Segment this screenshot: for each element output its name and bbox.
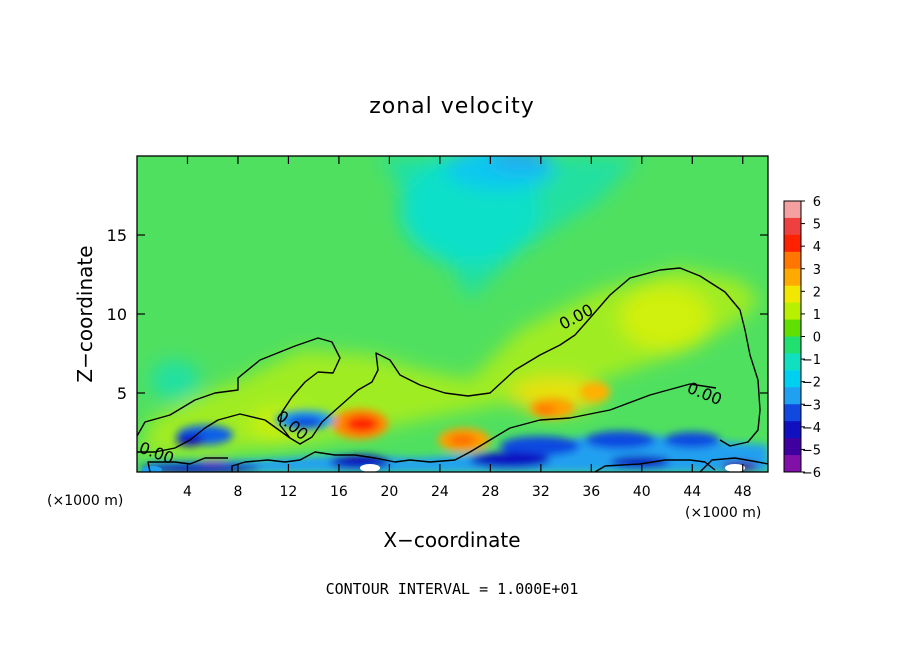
velocity-field (137, 156, 768, 472)
x-unit-right: (×1000 m) (685, 505, 761, 521)
x-tick-label: 8 (233, 484, 242, 500)
colorbar-tick-label: 2 (813, 285, 821, 300)
x-axis-ticks: 4 8 12 16 20 24 28 32 36 40 44 48 (183, 156, 752, 500)
colorbar-swatch (784, 285, 801, 304)
colorbar-swatch (784, 438, 801, 456)
chart-title: zonal velocity (369, 94, 535, 119)
y-axis-ticks: 5 10 15 (107, 226, 768, 403)
colorbar-tick-label: 4 (813, 240, 821, 255)
contour-interval-note: CONTOUR INTERVAL = 1.000E+01 (326, 580, 579, 598)
colorbar-swatch (784, 455, 801, 473)
colorbar-tick-label: −3 (802, 398, 821, 413)
colorbar-tick-label: −6 (802, 466, 821, 481)
x-tick-label: 4 (183, 484, 192, 500)
colorbar-tick-label: −4 (802, 421, 821, 436)
zero-contour-lines (137, 267, 768, 472)
colorbar-swatch (784, 404, 801, 422)
colorbar-tick-label: 3 (813, 263, 821, 278)
x-tick-label: 32 (532, 484, 550, 500)
colorbar-swatch (784, 217, 801, 236)
colorbar-swatch (784, 370, 801, 388)
x-tick-label: 44 (683, 484, 701, 500)
colorbar-tick-label: 1 (813, 308, 821, 323)
colorbar-tick-label: −5 (802, 443, 821, 458)
colorbar-swatch (784, 234, 801, 253)
y-axis-label: Z−coordinate (73, 245, 97, 382)
colorbar-tick-label: −2 (802, 376, 821, 391)
x-tick-label: 36 (582, 484, 600, 500)
x-tick-label: 28 (481, 484, 499, 500)
colorbar-tick-label: 6 (813, 195, 821, 210)
x-unit-left: (×1000 m) (47, 493, 123, 509)
colorbar-swatch (784, 201, 801, 219)
colorbar: 6 5 4 3 2 1 0 −1 −2 −3 −4 −5 −6 (783, 195, 821, 481)
colorbar-swatch (784, 319, 801, 337)
colorbar-tick-label: 5 (813, 218, 821, 233)
x-tick-label: 16 (330, 484, 348, 500)
colorbar-swatch (784, 336, 801, 354)
x-tick-label: 24 (431, 484, 449, 500)
colorbar-swatch (784, 251, 801, 270)
colorbar-swatch (784, 421, 801, 439)
colorbar-swatch (784, 353, 801, 371)
x-tick-label: 40 (633, 484, 651, 500)
colorbar-swatch (784, 268, 801, 287)
x-tick-label: 20 (380, 484, 398, 500)
colorbar-tick-label: 0 (813, 331, 821, 346)
x-tick-label: 48 (734, 484, 752, 500)
y-tick-label: 5 (117, 384, 127, 403)
colorbar-tick-label: −1 (802, 353, 821, 368)
y-tick-label: 15 (107, 226, 127, 245)
colorbar-swatch (784, 387, 801, 405)
x-tick-label: 12 (280, 484, 298, 500)
x-axis-label: X−coordinate (383, 528, 520, 552)
colorbar-swatch (784, 302, 801, 321)
y-tick-label: 10 (107, 305, 127, 324)
